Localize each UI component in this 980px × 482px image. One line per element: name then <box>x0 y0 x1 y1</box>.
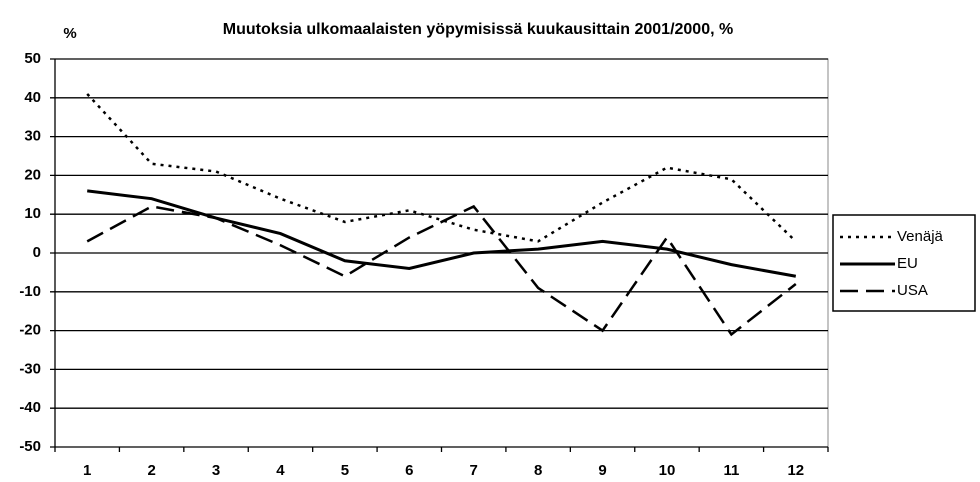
y-tick-label: -40 <box>19 399 41 416</box>
legend-label: EU <box>897 255 918 272</box>
chart-title: Muutoksia ulkomaalaisten yöpymisissä kuu… <box>223 21 733 38</box>
series-line <box>86 93 797 243</box>
series-line <box>87 189 797 278</box>
x-tick-label: 4 <box>276 462 285 479</box>
x-tick-label: 3 <box>212 462 220 479</box>
legend-label: USA <box>897 282 928 299</box>
x-tick-label: 12 <box>787 462 804 479</box>
x-tick-label: 9 <box>598 462 606 479</box>
y-tick-label: 50 <box>24 50 41 67</box>
y-axis-label: % <box>63 25 76 42</box>
series-line <box>86 204 797 337</box>
x-tick-label: 5 <box>341 462 349 479</box>
y-tick-label: 0 <box>33 244 41 261</box>
x-tick-label: 2 <box>147 462 155 479</box>
y-tick-label: 10 <box>24 205 41 222</box>
y-tick-label: 20 <box>24 166 41 183</box>
x-tick-label: 6 <box>405 462 413 479</box>
y-tick-label: 30 <box>24 128 41 145</box>
y-tick-label: -30 <box>19 360 41 377</box>
x-tick-label: 7 <box>470 462 478 479</box>
x-tick-label: 8 <box>534 462 542 479</box>
x-tick-label: 10 <box>659 462 676 479</box>
x-tick-label: 1 <box>83 462 91 479</box>
legend-label: Venäjä <box>897 228 944 245</box>
y-tick-label: -20 <box>19 322 41 339</box>
x-tick-label: 11 <box>723 462 739 479</box>
y-tick-label: -10 <box>19 283 41 300</box>
y-tick-label: -50 <box>19 438 41 455</box>
y-tick-label: 40 <box>24 89 41 106</box>
